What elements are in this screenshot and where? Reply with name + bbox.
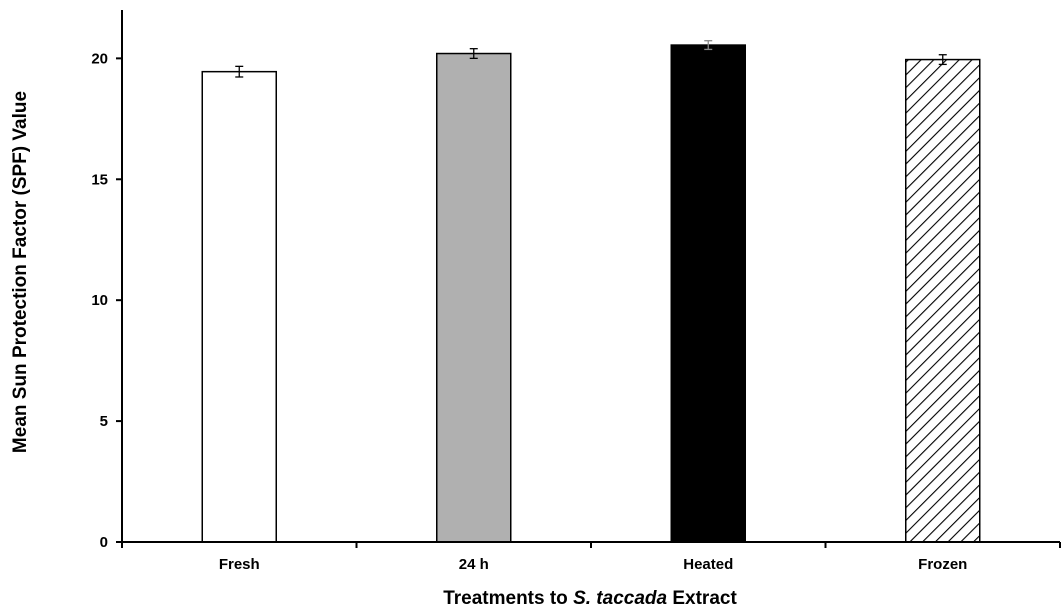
error-bar <box>235 65 244 78</box>
error-bar <box>938 54 947 66</box>
bar-heated <box>670 44 746 543</box>
y-tick-label: 0 <box>100 534 108 551</box>
y-tick-label: 10 <box>91 292 108 309</box>
bar-frozen <box>905 58 981 543</box>
x-tick-label: 24 h <box>459 556 489 573</box>
x-axis-title-part-3: Extract <box>667 588 737 609</box>
error-bar <box>704 40 713 51</box>
error-bars-layer <box>235 40 947 78</box>
x-axis-title-part-1: Treatments to <box>443 588 573 609</box>
y-ticks: 0 5 10 15 20 <box>91 50 122 551</box>
x-axis-title: Treatments to S. taccada Extract <box>443 588 737 609</box>
x-ticks: Fresh 24 h Heated Frozen <box>121 542 1061 573</box>
error-bar <box>469 48 478 60</box>
y-axis-title: Mean Sun Protection Factor (SPF) Value <box>10 91 31 453</box>
x-tick-label: Heated <box>683 556 733 573</box>
x-axis-title-species: S. taccada <box>573 588 667 609</box>
bar-fresh <box>201 70 277 543</box>
x-tick-label: Frozen <box>918 556 967 573</box>
bars-layer <box>201 44 981 543</box>
bar-24-h <box>436 52 512 543</box>
y-tick-label: 15 <box>91 171 108 188</box>
x-tick-label: Fresh <box>219 556 260 573</box>
y-tick-label: 20 <box>91 50 108 67</box>
y-tick-label: 5 <box>100 413 108 430</box>
